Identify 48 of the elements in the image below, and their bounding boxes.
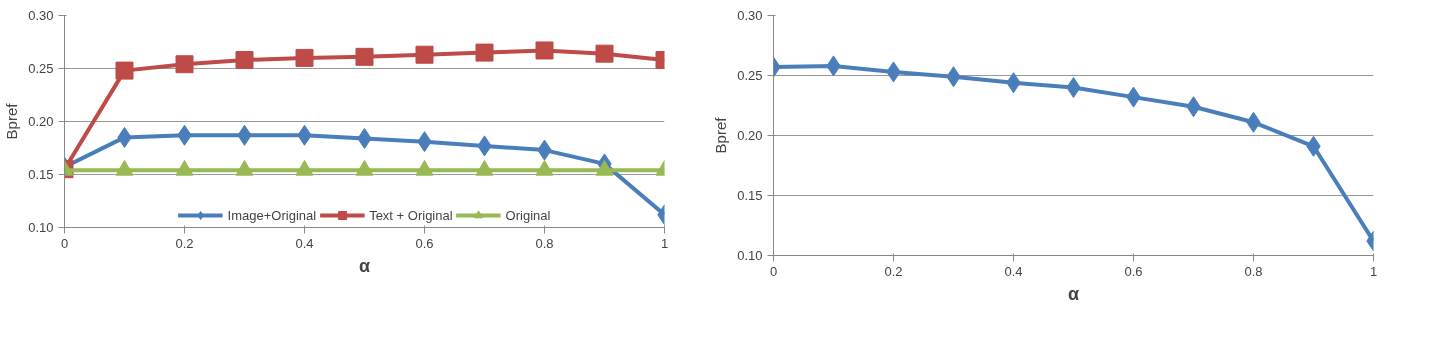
point <box>535 159 554 176</box>
x-axis-title: α <box>1067 283 1080 304</box>
x-tick-label: 0.8 <box>535 235 554 251</box>
x-tick-label: 1 <box>660 235 669 251</box>
point <box>415 45 434 64</box>
point <box>1066 77 1081 98</box>
point <box>535 41 554 60</box>
x-tick-label: 0.6 <box>415 235 434 251</box>
point <box>355 159 374 176</box>
point <box>235 51 254 70</box>
y-tick-label: 0.25 <box>28 61 54 76</box>
point <box>175 55 194 74</box>
y-tick-label: 0.20 <box>28 114 54 129</box>
x-axis-title: α <box>358 255 371 276</box>
x-tick-label: 0 <box>60 235 69 251</box>
point <box>475 43 494 62</box>
y-tick-label: 0.20 <box>737 128 763 143</box>
y-tick-label: 0.30 <box>737 8 763 23</box>
y-tick-label: 0.10 <box>28 220 54 235</box>
x-tick-label: 0.4 <box>1004 263 1023 279</box>
x-tick-label: 0.6 <box>1124 263 1143 279</box>
point <box>415 159 434 176</box>
point <box>595 44 614 63</box>
y-tick-label: 0.10 <box>737 248 763 263</box>
point <box>295 48 314 67</box>
point <box>595 159 614 176</box>
x-tick-label: 1 <box>1369 263 1378 279</box>
x-tick-label: 0.2 <box>175 235 194 251</box>
legend-label: Text + Original <box>369 207 453 223</box>
point <box>235 159 254 176</box>
legend-label: Original <box>505 207 551 223</box>
legend-label: Image+Original <box>227 207 317 223</box>
x-tick-label: 0.2 <box>884 263 903 279</box>
point <box>355 47 374 66</box>
y-tick-label: 0.15 <box>28 167 54 182</box>
point <box>475 159 494 176</box>
y-tick-label: 0.15 <box>737 188 763 203</box>
point <box>115 159 134 176</box>
x-tick-label: 0.4 <box>295 235 314 251</box>
y-tick-label: 0.25 <box>737 68 763 83</box>
y-axis-title: Bpref <box>712 116 730 154</box>
y-tick-label: 0.30 <box>28 8 54 23</box>
x-tick-label: 0.8 <box>1244 263 1263 279</box>
y-axis-title: Bpref <box>3 102 21 140</box>
x-tick-label: 0 <box>769 263 778 279</box>
point <box>295 159 314 176</box>
point <box>115 61 134 80</box>
point <box>175 159 194 176</box>
